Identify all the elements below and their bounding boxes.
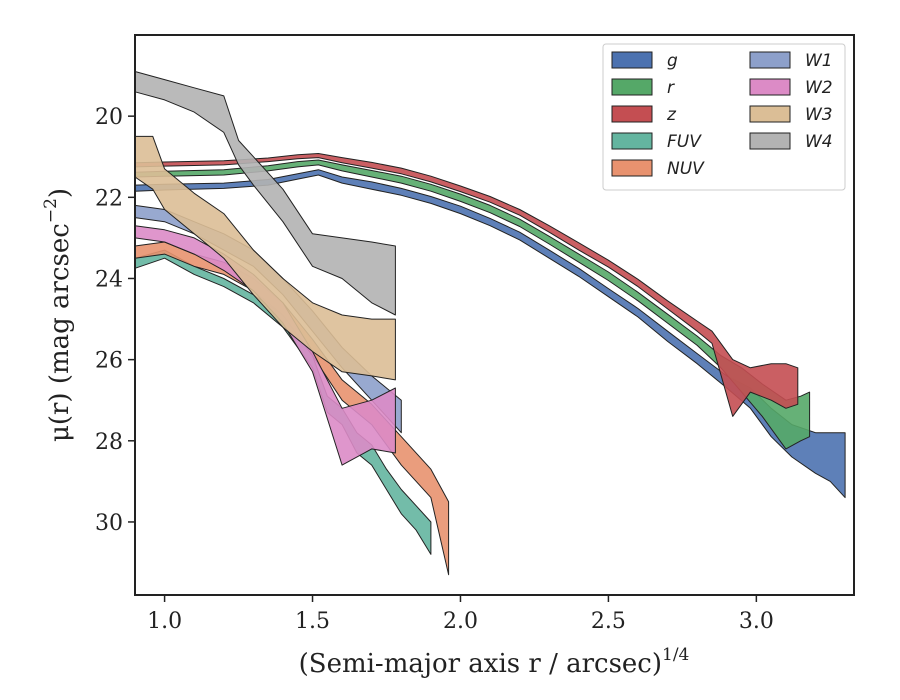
axes-layer: 1.0 1.5 2.0 2.5 3.0 20 22 24 26 28 30 — [95, 105, 774, 634]
x-axis-label: (Semi-major axis r / arcsec)1/4 — [299, 645, 690, 679]
y-tick-label: 24 — [95, 267, 123, 292]
x-tick-label: 3.0 — [739, 609, 774, 634]
y-tick-label: 26 — [95, 349, 123, 374]
legend-label-fuv: FUV — [667, 132, 702, 152]
legend-swatch-w4 — [749, 132, 791, 150]
y-tick-label: 22 — [95, 186, 123, 211]
y-tick-label: 30 — [95, 511, 123, 536]
series-band-w3 — [134, 135, 396, 381]
legend-swatch-z — [611, 105, 653, 123]
legend-label-w4: W4 — [805, 132, 833, 152]
series-band-z — [134, 153, 799, 417]
legend-label-w2: W2 — [805, 78, 833, 98]
plot-frame — [134, 34, 855, 596]
legend-label-w3: W3 — [805, 105, 833, 125]
legend-label-w1: W1 — [805, 51, 833, 71]
y-axis-label-exponent: −2 — [41, 198, 61, 223]
legend-swatch-w2 — [749, 78, 791, 96]
legend-swatch-w3 — [749, 105, 791, 123]
legend-label-g: g — [667, 51, 678, 71]
y-axis-label: μ(r) (mag arcsec−2) — [41, 188, 75, 442]
legend-swatch-r — [611, 78, 653, 96]
legend: grz FUV NUV W1 W2 W3 W4 — [602, 43, 846, 191]
y-axis-label-text: μ(r) (mag arcsec — [45, 223, 75, 442]
x-tick-label: 2.5 — [591, 609, 626, 634]
legend-label-r: r — [667, 78, 675, 98]
legend-swatch-fuv — [611, 132, 653, 150]
y-axis-label-close: ) — [45, 188, 75, 198]
x-tick-label: 1.5 — [295, 609, 330, 634]
x-tick-label: 1.0 — [147, 609, 182, 634]
y-tick-label: 20 — [95, 105, 123, 130]
series-layer — [134, 71, 846, 576]
x-axis-label-text: (Semi-major axis r / arcsec) — [299, 649, 662, 679]
legend-swatch-w1 — [749, 51, 791, 69]
series-band-r — [134, 159, 811, 450]
legend-swatch-nuv — [611, 159, 653, 177]
y-tick-label: 28 — [95, 430, 123, 455]
legend-label-z: z — [666, 105, 677, 125]
legend-label-nuv: NUV — [667, 159, 705, 179]
series-band-w4 — [134, 71, 396, 316]
legend-items: grz FUV NUV W1 W2 W3 W4 — [611, 51, 833, 179]
legend-swatch-g — [611, 51, 653, 69]
series-band-g — [134, 169, 846, 499]
x-tick-label: 2.0 — [443, 609, 478, 634]
x-axis-label-exponent: 1/4 — [662, 645, 689, 665]
